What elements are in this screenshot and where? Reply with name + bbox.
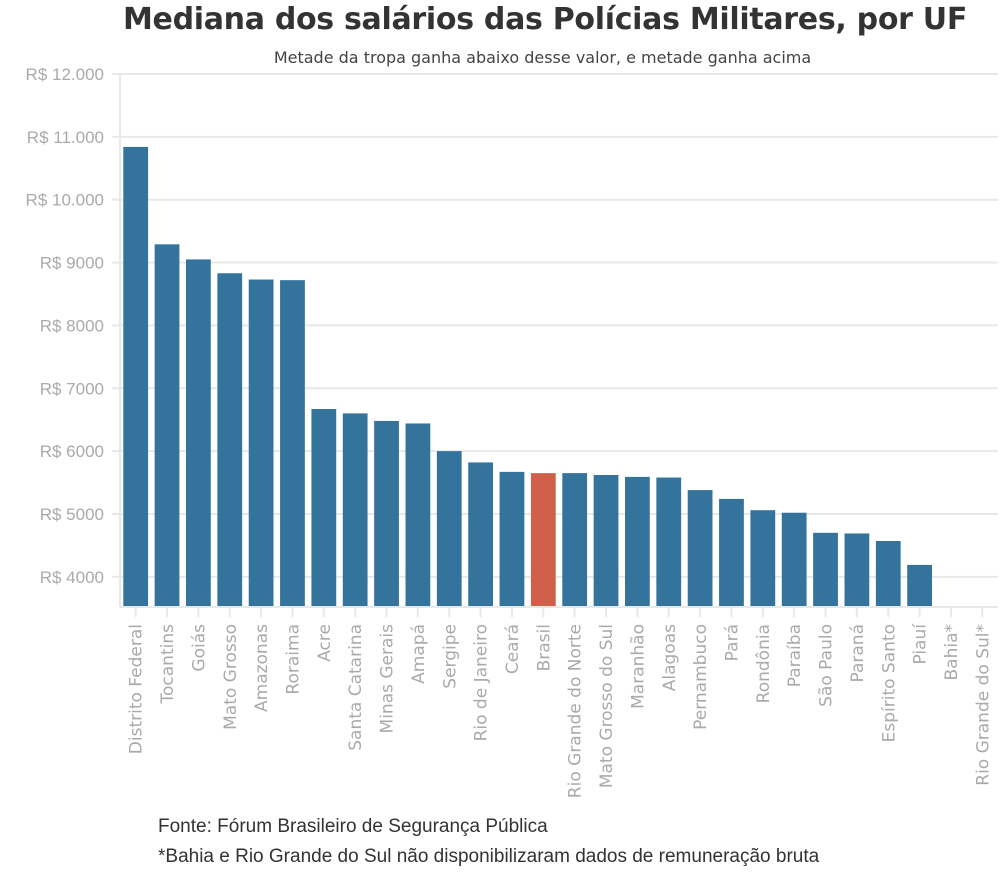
bar (468, 462, 493, 607)
y-tick-label: R$ 10.000 (26, 191, 104, 210)
y-axis-ticks: R$ 4000 R$ 5000 R$ 6000 R$ 7000 R$ 8000 R$ 90… (26, 65, 104, 587)
bar (750, 510, 776, 607)
y-tick-label: R$ 4000 (40, 568, 104, 587)
x-tick-label: Piauí (911, 623, 931, 665)
bar (436, 451, 462, 607)
chart-subtitle: Metade da tropa ganha abaixo desse valor… (273, 48, 812, 67)
bar (719, 498, 744, 607)
y-tick-label: R$ 5000 (40, 505, 104, 524)
bar (186, 259, 211, 607)
x-tick-label: Tocantins (158, 624, 178, 705)
bar-highlight (530, 473, 556, 607)
bar (625, 476, 650, 607)
x-axis-labels: Distrito Federal Tocantins Goiás Mato Gross… (127, 623, 994, 798)
x-tick-label: Rio Grande do Sul* (973, 624, 993, 786)
x-tick-label: Paraná (848, 624, 868, 683)
bar (405, 423, 431, 607)
x-tick-label: Pernambuco (691, 624, 711, 730)
x-tick-label: Paraíba (785, 624, 805, 687)
x-tick-label: Rio Grande do Norte (566, 624, 586, 798)
x-tick-label: Minas Gerais (378, 624, 398, 734)
x-tick-label: Distrito Federal (127, 624, 147, 754)
bar (374, 420, 399, 607)
y-tick-label: R$ 12.000 (26, 65, 104, 84)
bar (248, 279, 274, 607)
chart-title: Mediana dos salários das Polícias Milita… (122, 2, 968, 37)
x-tick-label: Espírito Santo (879, 624, 899, 742)
x-tick-label: Amapá (409, 624, 429, 684)
x-tick-label: Rio de Janeiro (472, 624, 492, 741)
bar (875, 541, 901, 607)
bar (656, 477, 682, 607)
bar (907, 564, 932, 607)
y-tick-label: R$ 6000 (40, 442, 104, 461)
bar (781, 512, 807, 607)
bar (342, 413, 368, 607)
bar (593, 475, 619, 607)
x-tick-label: São Paulo (817, 624, 837, 707)
x-tick-label: Goiás (189, 624, 209, 672)
bar (311, 409, 337, 607)
bar (687, 490, 713, 607)
x-tick-label: Brasil (534, 624, 554, 671)
x-tick-label: Maranhão (628, 624, 648, 709)
y-tick-label: R$ 7000 (40, 379, 104, 398)
footnote: *Bahia e Rio Grande do Sul não disponibi… (158, 846, 820, 867)
x-tick-label: Roraima (283, 624, 303, 695)
x-tick-label: Acre (315, 624, 335, 662)
x-tick-label: Rondônia (754, 624, 774, 703)
y-tick-label: R$ 9000 (40, 254, 104, 273)
x-tick-label: Amazonas (252, 624, 272, 712)
x-tick-label: Mato Grosso (221, 624, 241, 730)
x-tick-label: Mato Grosso do Sul (597, 624, 617, 788)
x-tick-label: Ceará (503, 624, 523, 674)
x-tick-label: Bahia* (942, 624, 962, 681)
bar (499, 471, 525, 607)
source-note: Fonte: Fórum Brasileiro de Segurança Púb… (158, 816, 548, 837)
bar (217, 273, 243, 607)
x-tick-label: Alagoas (660, 624, 680, 691)
x-axis (120, 606, 998, 617)
bars (123, 146, 932, 607)
x-tick-label: Pará (722, 624, 742, 661)
x-tick-label: Santa Catarina (346, 624, 366, 751)
bar (280, 280, 305, 607)
y-tick-label: R$ 11.000 (27, 128, 104, 147)
bar (813, 532, 838, 607)
y-tick-label: R$ 8000 (40, 316, 104, 335)
bar (562, 473, 588, 607)
bar (123, 146, 149, 607)
bar (844, 533, 870, 607)
bar (154, 244, 180, 607)
x-tick-label: Sergipe (440, 624, 460, 689)
